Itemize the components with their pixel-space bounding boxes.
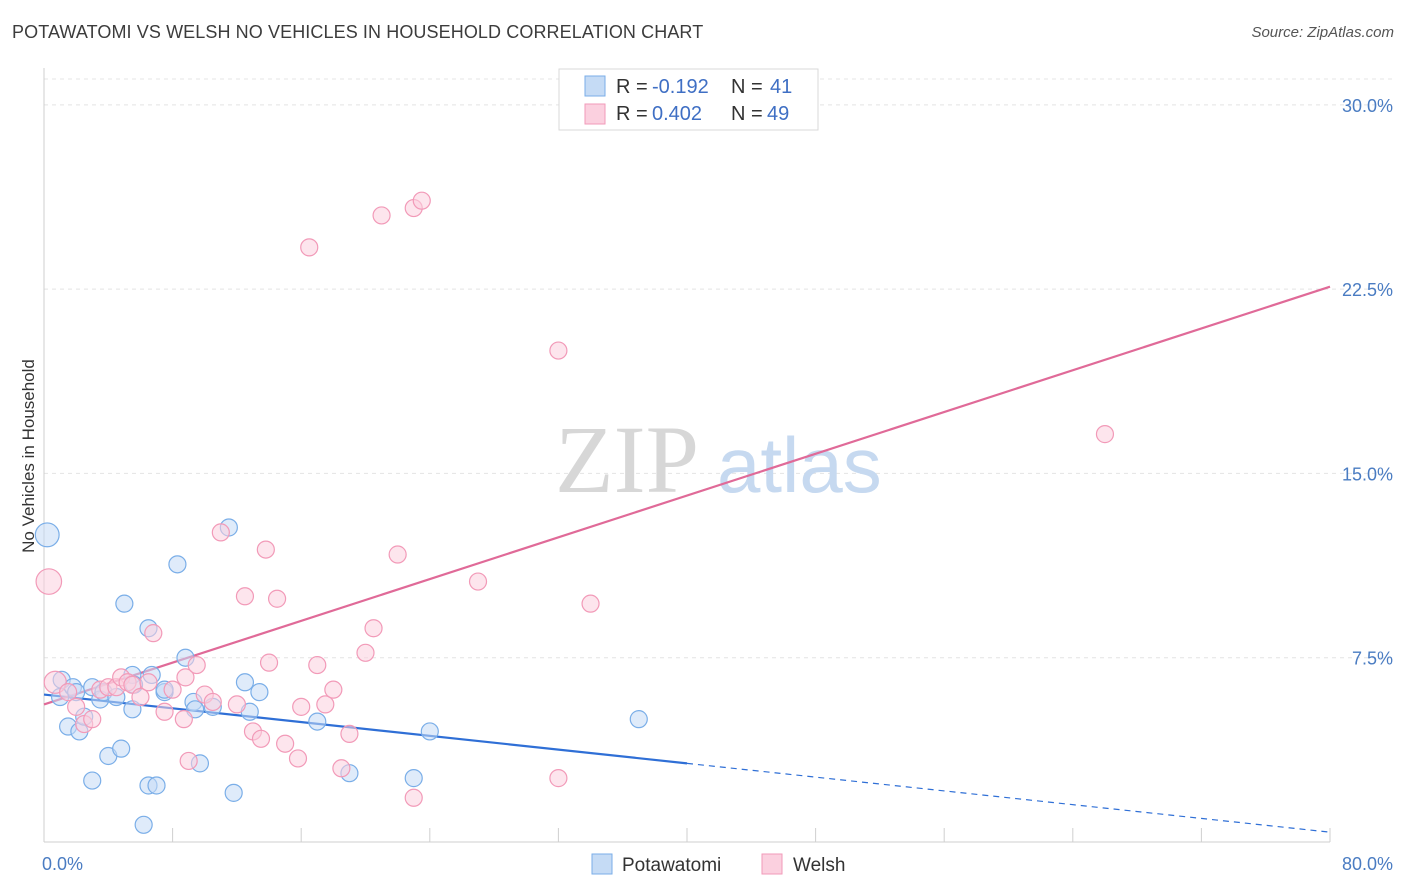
bottom-legend: Potawatomi Welsh bbox=[591, 853, 845, 876]
point-welsh bbox=[412, 191, 431, 210]
watermark: ZIP atlas bbox=[555, 406, 882, 513]
point-potawatomi bbox=[308, 712, 327, 731]
point-potawatomi bbox=[134, 815, 153, 834]
point-welsh bbox=[549, 341, 568, 360]
point-welsh bbox=[267, 589, 287, 608]
point-welsh bbox=[288, 749, 308, 768]
point-welsh bbox=[174, 710, 193, 729]
point-welsh bbox=[340, 724, 359, 743]
chart-source: Source: ZipAtlas.com bbox=[1251, 24, 1394, 41]
point-potawatomi bbox=[168, 555, 187, 574]
point-welsh bbox=[276, 734, 295, 753]
point-welsh bbox=[364, 619, 383, 638]
point-welsh bbox=[300, 238, 319, 257]
point-welsh bbox=[235, 587, 255, 606]
point-welsh bbox=[404, 788, 423, 807]
point-welsh bbox=[308, 655, 327, 675]
point-welsh bbox=[549, 769, 568, 788]
point-welsh bbox=[324, 680, 343, 699]
point-welsh bbox=[139, 673, 158, 692]
legend-r-label-potawatomi: R = bbox=[616, 76, 648, 98]
point-potawatomi bbox=[404, 769, 423, 788]
point-potawatomi bbox=[34, 522, 60, 548]
point-welsh bbox=[155, 702, 174, 721]
point-potawatomi bbox=[224, 783, 243, 802]
point-welsh bbox=[1095, 425, 1115, 444]
trend-lines bbox=[43, 285, 1331, 833]
data-points bbox=[34, 191, 1115, 834]
point-welsh bbox=[59, 683, 78, 702]
point-welsh bbox=[332, 759, 351, 778]
chart-title: POTAWATOMI VS WELSH NO VEHICLES IN HOUSE… bbox=[12, 22, 704, 42]
y-tick-labels: 7.5% 15.0% 22.5% 30.0% bbox=[1342, 96, 1393, 669]
trend-line-potawatomi bbox=[43, 693, 688, 765]
point-welsh bbox=[83, 710, 102, 729]
point-welsh bbox=[372, 206, 391, 225]
point-welsh bbox=[176, 668, 195, 687]
legend-box: R = -0.192 N = 41 R = 0.402 N = 49 bbox=[558, 68, 819, 131]
point-potawatomi bbox=[420, 722, 439, 741]
point-welsh bbox=[144, 624, 163, 643]
y-tick-label: 22.5% bbox=[1342, 280, 1393, 300]
legend-n-label-potawatomi: N = bbox=[731, 76, 763, 98]
point-welsh bbox=[163, 680, 182, 699]
point-welsh bbox=[179, 751, 198, 771]
x-tick-label-min: 0.0% bbox=[42, 854, 83, 874]
point-welsh bbox=[131, 687, 150, 707]
point-potawatomi bbox=[235, 673, 255, 692]
point-potawatomi bbox=[112, 739, 131, 758]
point-welsh bbox=[67, 697, 86, 716]
point-welsh bbox=[292, 697, 311, 716]
point-potawatomi bbox=[629, 710, 648, 729]
point-welsh bbox=[35, 568, 63, 595]
watermark-zip: ZIP bbox=[555, 406, 699, 513]
legend-n-label-welsh: N = bbox=[731, 103, 763, 125]
point-potawatomi bbox=[115, 594, 134, 613]
bottom-legend-label-welsh: Welsh bbox=[793, 855, 845, 876]
legend-n-value-welsh: 49 bbox=[767, 103, 789, 125]
point-welsh bbox=[211, 523, 230, 542]
legend-r-value-potawatomi: -0.192 bbox=[652, 76, 709, 98]
point-welsh bbox=[203, 692, 222, 712]
y-axis-title: No Vehicles in Household bbox=[19, 359, 38, 553]
legend-n-value-potawatomi: 41 bbox=[770, 76, 792, 98]
y-tick-label: 7.5% bbox=[1352, 649, 1393, 669]
x-tick-label-max: 80.0% bbox=[1342, 854, 1393, 874]
point-welsh bbox=[227, 695, 246, 714]
point-welsh bbox=[356, 643, 375, 662]
point-welsh bbox=[316, 695, 335, 714]
legend-r-value-welsh: 0.402 bbox=[652, 103, 702, 125]
point-welsh bbox=[251, 729, 271, 748]
point-welsh bbox=[259, 653, 279, 672]
watermark-atlas: atlas bbox=[717, 421, 882, 509]
x-ticks bbox=[43, 828, 1331, 842]
bottom-legend-label-potawatomi: Potawatomi bbox=[622, 855, 721, 876]
point-welsh bbox=[468, 572, 488, 591]
point-welsh bbox=[581, 594, 600, 613]
point-potawatomi bbox=[147, 776, 166, 795]
point-welsh bbox=[256, 540, 275, 559]
legend-swatch-welsh bbox=[584, 103, 606, 125]
bottom-legend-swatch-potawatomi bbox=[591, 853, 613, 875]
trend-line-extension-potawatomi bbox=[686, 762, 1331, 833]
point-potawatomi bbox=[250, 683, 269, 702]
point-welsh bbox=[187, 655, 206, 675]
y-tick-label: 15.0% bbox=[1342, 464, 1393, 484]
legend-r-label-welsh: R = bbox=[616, 103, 648, 125]
gridlines bbox=[44, 78, 1392, 659]
trend-line-welsh bbox=[43, 285, 1331, 706]
point-welsh bbox=[388, 545, 407, 564]
y-tick-label: 30.0% bbox=[1342, 96, 1393, 116]
bottom-legend-swatch-welsh bbox=[761, 853, 783, 875]
legend-swatch-potawatomi bbox=[584, 75, 606, 97]
point-potawatomi bbox=[83, 771, 102, 790]
